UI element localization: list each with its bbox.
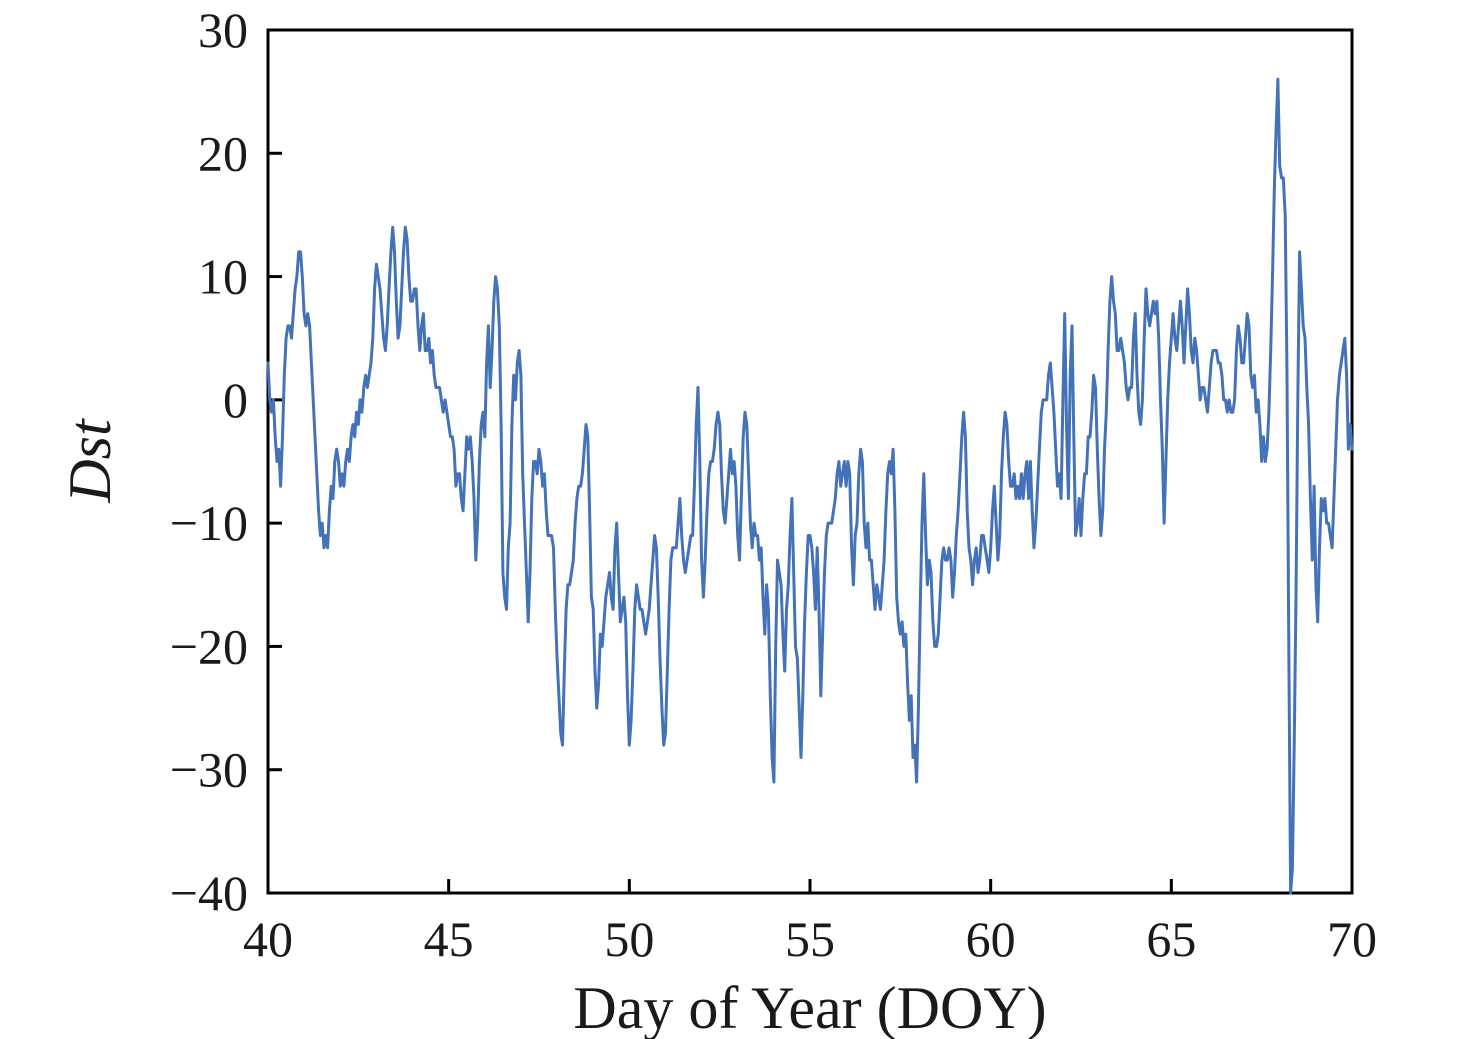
y-axis-label: Dst (57, 418, 123, 504)
y-tick-label: −10 (170, 495, 248, 551)
y-tick-label: −20 (170, 618, 248, 674)
y-tick-label: 30 (198, 2, 248, 58)
y-tick-label: 0 (223, 372, 248, 428)
x-tick-label: 60 (966, 911, 1016, 967)
axis-tick-labels: 40 45 50 55 60 65 70 30 20 10 0 −10 −20 −30 −40 (170, 2, 1377, 967)
x-tick-label: 40 (243, 911, 293, 967)
y-tick-label: −40 (170, 865, 248, 921)
x-tick-label: 70 (1327, 911, 1377, 967)
x-tick-label: 50 (604, 911, 654, 967)
dst-line (266, 77, 1354, 895)
x-tick-label: 65 (1146, 911, 1196, 967)
y-tick-label: 20 (198, 125, 248, 181)
data-series (266, 77, 1354, 895)
x-axis-label: Day of Year (DOY) (573, 975, 1046, 1039)
axis-ticks (266, 28, 1354, 895)
y-tick-label: 10 (198, 249, 248, 305)
x-tick-label: 55 (785, 911, 835, 967)
plot-frame (266, 28, 1354, 895)
x-tick-label: 45 (424, 911, 474, 967)
y-tick-label: −30 (170, 742, 248, 798)
